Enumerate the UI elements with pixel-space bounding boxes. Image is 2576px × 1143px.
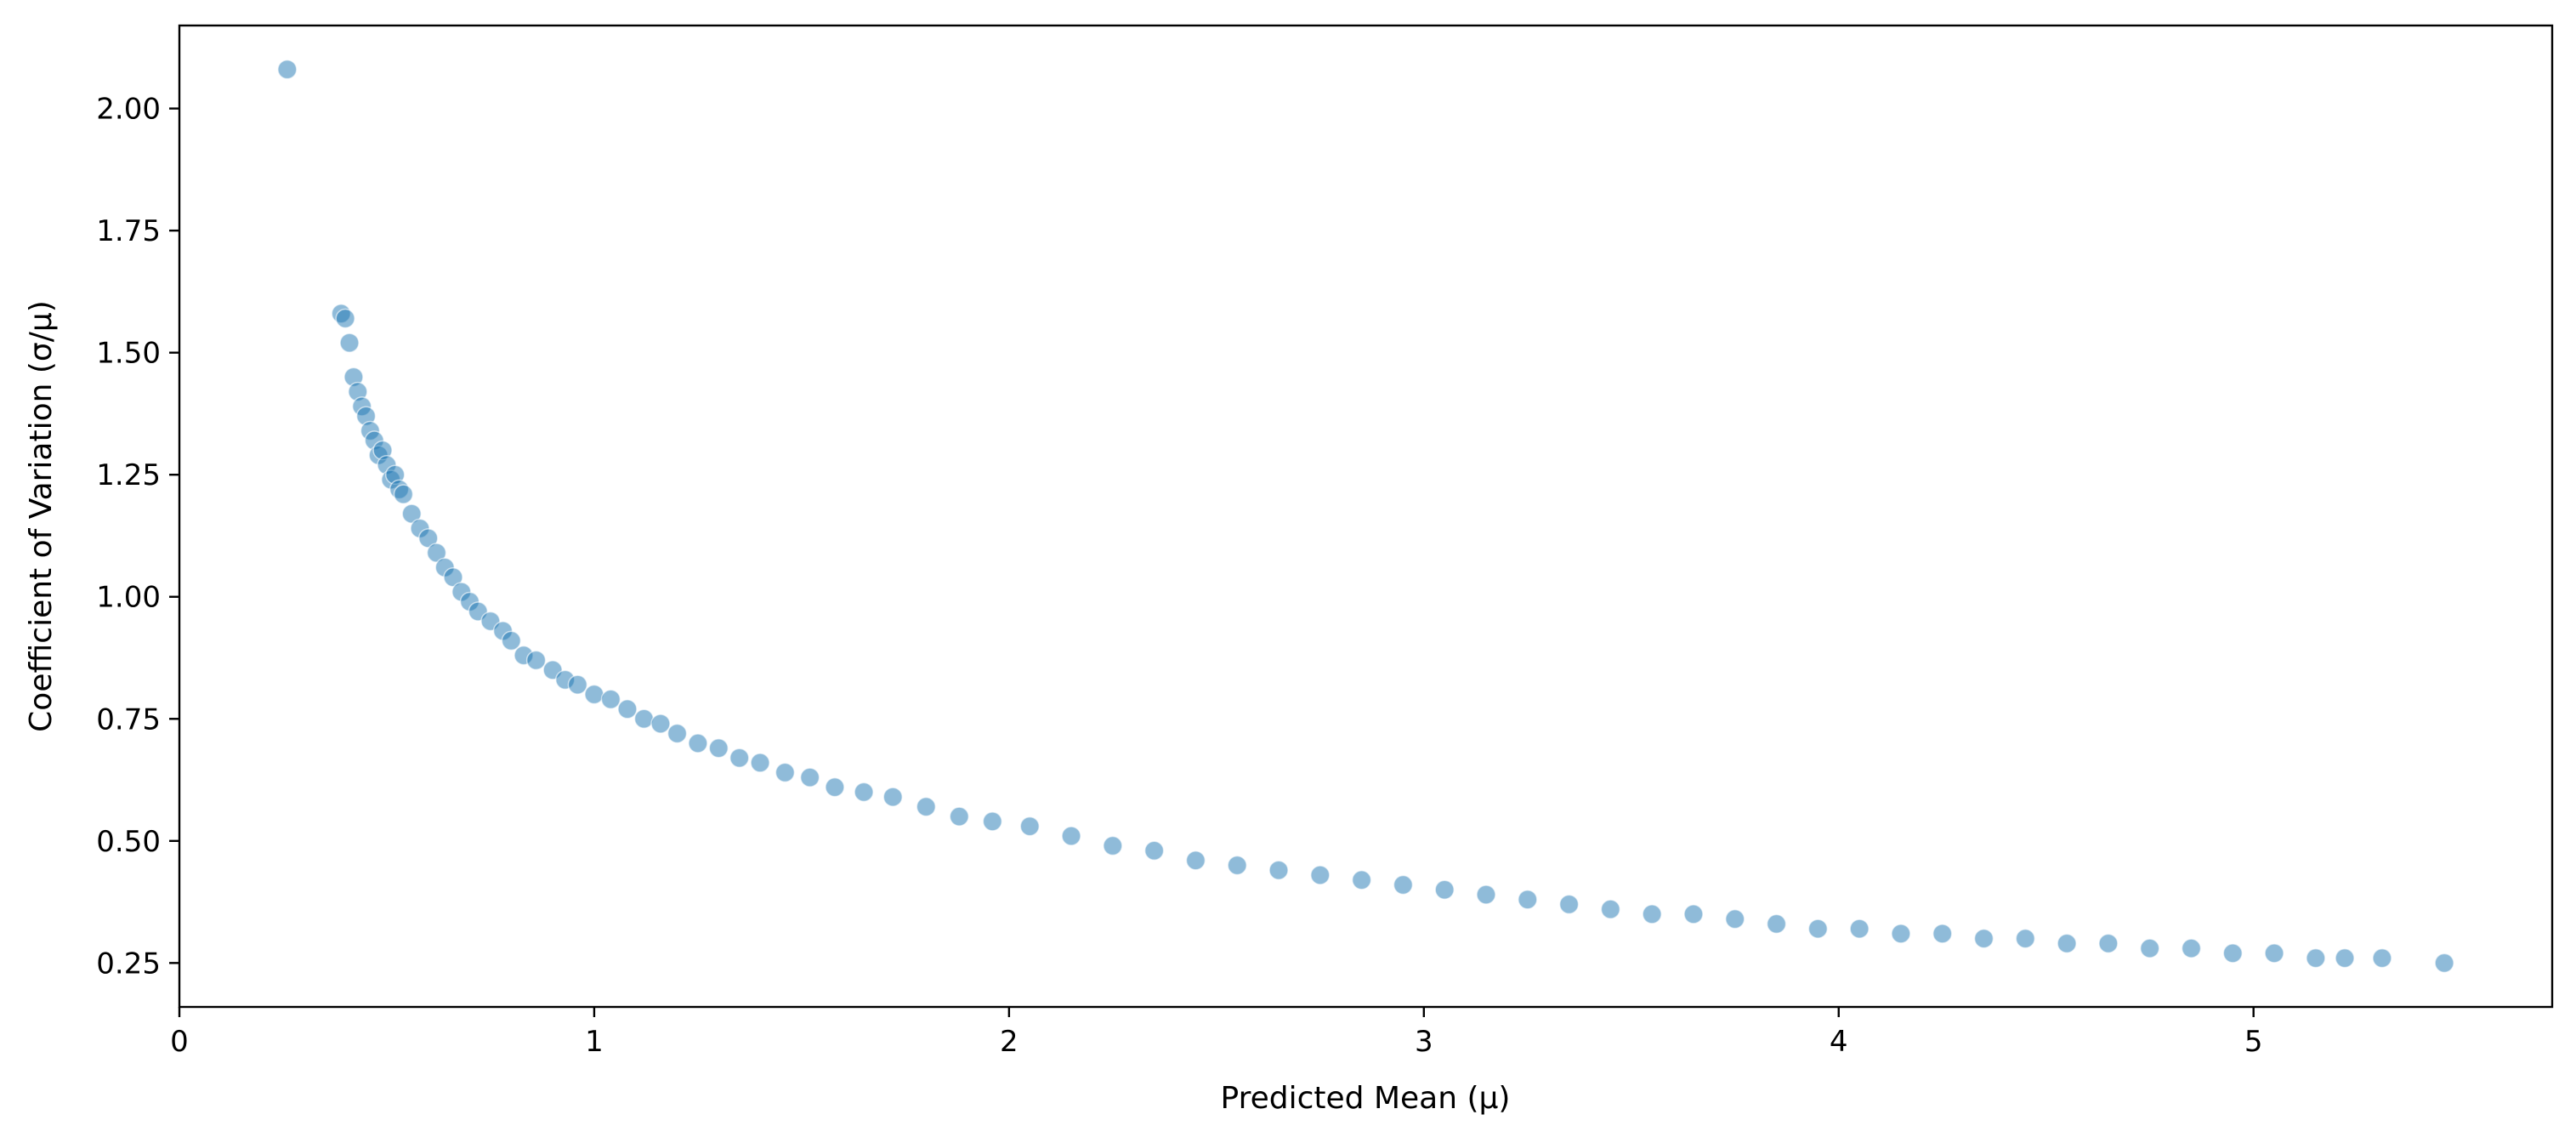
data-point <box>667 723 688 744</box>
x-tick-label: 0 <box>170 1025 189 1059</box>
data-point <box>982 811 1003 832</box>
data-point <box>2335 947 2355 969</box>
data-point <box>1434 879 1455 900</box>
y-axis-ticks: 0.25 0.50 0.75 1.00 1.25 1.50 1.75 2.00 <box>96 93 179 981</box>
data-point <box>1476 884 1496 905</box>
data-point <box>600 689 621 710</box>
x-tick-label: 2 <box>1000 1025 1018 1059</box>
data-point <box>750 753 770 773</box>
data-point <box>393 484 414 504</box>
data-point <box>1558 894 1580 915</box>
data-point <box>2181 938 2202 958</box>
y-tick-label: 1.00 <box>96 581 161 615</box>
x-tick-label: 5 <box>2244 1025 2263 1059</box>
data-point <box>1393 874 1414 896</box>
plot-area-frame <box>178 24 2554 1009</box>
data-point <box>949 806 970 827</box>
data-point <box>825 776 845 798</box>
data-point <box>2015 928 2036 949</box>
data-point <box>1351 869 1372 890</box>
data-point <box>1310 865 1331 885</box>
data-point <box>1103 835 1123 856</box>
data-point <box>2434 952 2454 974</box>
y-tick-label: 2.00 <box>96 93 161 127</box>
data-point <box>1683 904 1704 924</box>
x-axis-ticks: 0 1 2 3 4 5 <box>170 1007 2263 1059</box>
data-point <box>277 59 298 80</box>
data-point <box>2306 947 2326 969</box>
data-point <box>1268 860 1289 880</box>
data-point <box>2057 933 2077 954</box>
data-point <box>854 782 874 803</box>
x-tick-label: 4 <box>1830 1025 1848 1059</box>
data-point <box>882 787 904 807</box>
y-axis-label: Coefficient of Variation (σ/μ) <box>24 300 59 732</box>
x-axis-label: Predicted Mean (μ) <box>1221 1081 1511 1116</box>
data-point <box>1061 826 1081 846</box>
data-point <box>1019 816 1041 837</box>
data-point <box>1766 913 1787 935</box>
y-tick-label: 0.25 <box>96 947 161 981</box>
y-tick-label: 1.25 <box>96 458 161 492</box>
data-point <box>1642 904 1662 924</box>
x-tick-label: 3 <box>1415 1025 1433 1059</box>
data-point <box>339 333 360 353</box>
data-point <box>2098 933 2119 954</box>
data-point <box>729 748 750 768</box>
data-point <box>1185 850 1206 871</box>
data-point <box>1807 918 1829 939</box>
data-point <box>688 733 708 753</box>
data-point <box>525 650 547 671</box>
data-point <box>2264 943 2284 964</box>
data-point <box>1932 924 1953 944</box>
data-point <box>633 708 655 730</box>
data-point <box>584 684 604 705</box>
data-point <box>775 762 796 783</box>
data-point <box>2222 943 2244 964</box>
y-tick-label: 0.75 <box>96 702 161 736</box>
data-point <box>1849 918 1870 939</box>
data-point <box>335 308 355 329</box>
data-point <box>1227 855 1247 876</box>
data-point <box>567 674 588 695</box>
data-point <box>708 737 729 759</box>
data-point <box>501 630 522 651</box>
scatter-points <box>277 59 2454 974</box>
data-point <box>1891 924 1911 944</box>
data-point <box>1600 899 1621 919</box>
data-point <box>2372 947 2392 969</box>
data-point <box>1518 889 1538 910</box>
data-point <box>1973 928 1994 949</box>
data-point <box>916 796 937 817</box>
data-point <box>650 714 671 734</box>
data-point <box>617 699 638 719</box>
x-tick-label: 1 <box>585 1025 604 1059</box>
y-tick-label: 1.50 <box>96 337 161 371</box>
data-point <box>799 767 820 788</box>
data-point <box>2139 938 2160 958</box>
y-tick-label: 1.75 <box>96 214 161 248</box>
y-tick-label: 0.50 <box>96 825 161 859</box>
data-point <box>1725 908 1745 930</box>
data-point <box>1143 840 1165 862</box>
